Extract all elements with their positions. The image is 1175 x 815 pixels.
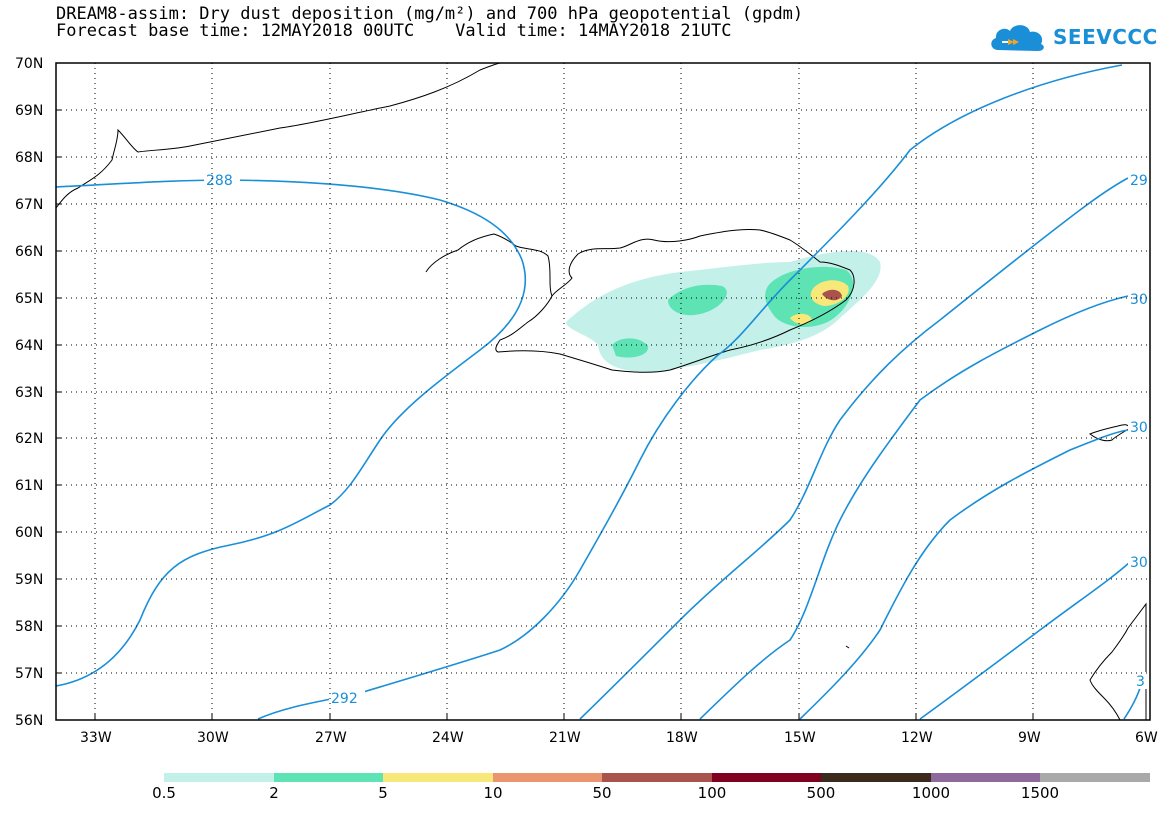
legend-swatch <box>274 773 383 782</box>
longitude-labels: 33W 30W 27W 24W 21W 18W 15W 12W 9W 6W <box>80 730 1158 746</box>
lon-label: 12W <box>901 730 933 746</box>
legend-label: 50 <box>592 784 612 802</box>
lon-label: 9W <box>1018 730 1041 746</box>
legend-label: 5 <box>378 784 388 802</box>
legend-swatch <box>164 773 274 782</box>
iceland-coast <box>425 229 855 373</box>
geopotential-contours <box>55 64 1141 720</box>
contour-30x-a <box>699 295 1129 720</box>
latitude-labels: 70N 69N 68N 67N 66N 65N 64N 63N 62N 61N … <box>15 56 43 729</box>
legend-swatch <box>931 773 1040 782</box>
lon-label: 30W <box>197 730 229 746</box>
lon-label: 33W <box>80 730 112 746</box>
logo-text: SEEVCCC <box>1053 25 1158 49</box>
legend-label: 1500 <box>1020 784 1060 802</box>
legend-label: 2 <box>269 784 279 802</box>
legend-label: 10 <box>483 784 503 802</box>
legend-swatch <box>383 773 493 782</box>
contour-288 <box>55 179 527 687</box>
dust-area-medium-1 <box>668 284 727 316</box>
contour-label-3: 3 <box>1136 674 1145 690</box>
lat-label: 64N <box>15 338 43 354</box>
lat-label: 69N <box>15 103 43 119</box>
contour-label-30-b: 30 <box>1130 420 1148 436</box>
contour-30x-b <box>799 429 1129 720</box>
legend-label: 100 <box>697 784 727 802</box>
scotland-coast <box>1089 602 1147 721</box>
lon-label: 24W <box>432 730 464 746</box>
faroe-islands <box>845 645 850 649</box>
lat-label: 60N <box>15 525 43 541</box>
contour-29x <box>579 177 1129 720</box>
contour-292 <box>257 64 1123 720</box>
dust-area-medium-2 <box>612 338 649 358</box>
cloud-icon <box>991 25 1044 51</box>
map-subtitle: Forecast base time: 12MAY2018 00UTC Vali… <box>56 21 732 41</box>
lat-label: 67N <box>15 197 43 213</box>
lon-label: 15W <box>784 730 816 746</box>
lat-label: 70N <box>15 56 43 72</box>
lat-label: 62N <box>15 431 43 447</box>
lat-label: 59N <box>15 572 43 588</box>
contour-30x-c <box>919 561 1131 720</box>
legend-swatch <box>1040 773 1150 782</box>
contour-label-29: 29 <box>1130 173 1148 189</box>
axis-ticks <box>56 62 1151 720</box>
coastlines <box>55 62 1147 721</box>
lon-label: 18W <box>666 730 698 746</box>
legend-label: 0.5 <box>152 784 176 802</box>
lat-label: 61N <box>15 478 43 494</box>
lat-label: 58N <box>15 619 43 635</box>
map-frame <box>55 62 1151 721</box>
lon-label: 27W <box>315 730 347 746</box>
map-title: DREAM8-assim: Dry dust deposition (mg/m²… <box>56 4 804 24</box>
lat-label: 56N <box>15 713 43 729</box>
lat-label: 68N <box>15 150 43 166</box>
contour-labels: 288 292 29 30 30 30 3 <box>204 171 1148 707</box>
contour-3x <box>1123 687 1141 720</box>
greenland-coast <box>55 62 501 209</box>
lat-label: 63N <box>15 385 43 401</box>
lat-label: 66N <box>15 244 43 260</box>
contour-label-30-c: 30 <box>1130 555 1148 571</box>
lat-label: 57N <box>15 666 43 682</box>
graticule <box>56 63 1150 720</box>
legend-swatch <box>602 773 712 782</box>
contour-label-30-a: 30 <box>1130 292 1148 308</box>
dust-deposition-shading <box>566 251 881 372</box>
legend-label: 500 <box>806 784 836 802</box>
dust-area-high-2 <box>790 313 812 325</box>
legend-label: 1000 <box>911 784 951 802</box>
seevccc-logo: SEEVCCC <box>988 20 1158 54</box>
lat-label: 65N <box>15 291 43 307</box>
legend-swatch <box>493 773 602 782</box>
legend-swatch <box>712 773 821 782</box>
legend-swatch <box>821 773 931 782</box>
contour-label-288: 288 <box>206 173 233 189</box>
lon-label: 21W <box>549 730 581 746</box>
contour-label-292: 292 <box>331 691 358 707</box>
lon-label: 6W <box>1135 730 1158 746</box>
